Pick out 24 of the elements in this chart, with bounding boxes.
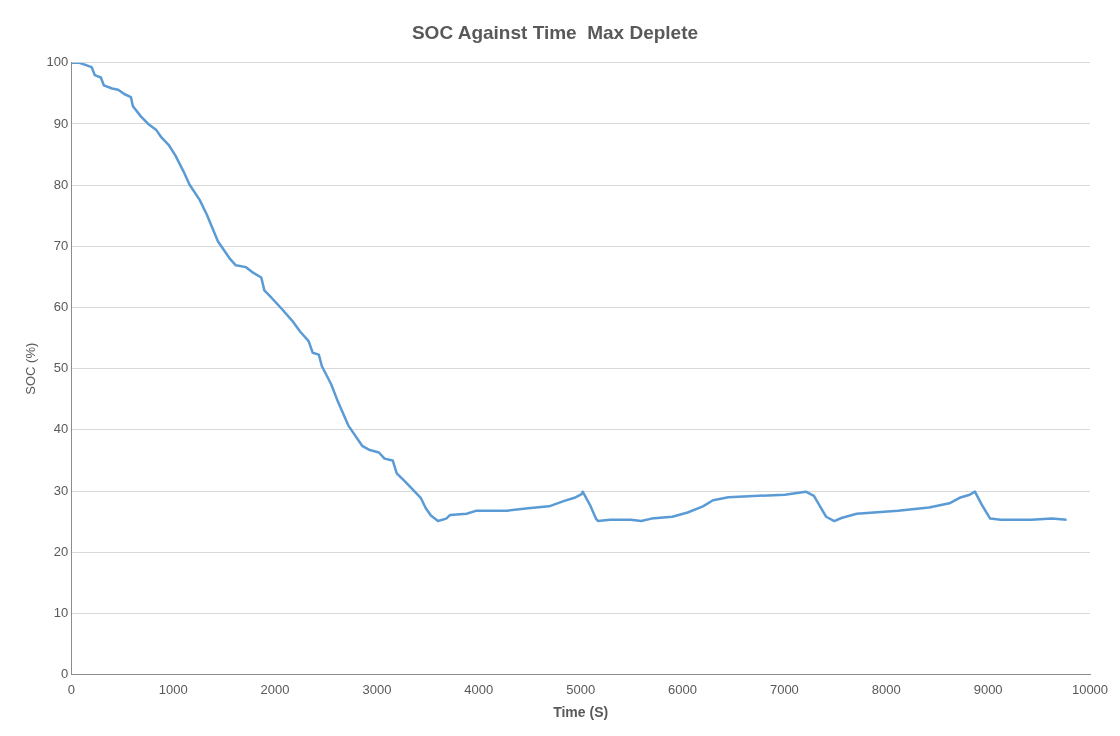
x-tick-label: 4000	[464, 681, 494, 697]
y-tick-label: 80	[53, 176, 69, 192]
x-tick-label: 5000	[566, 681, 596, 697]
y-tick-label: 90	[53, 115, 69, 131]
x-tick-label: 3000	[362, 681, 392, 697]
y-tick-label: 40	[53, 421, 69, 437]
x-tick-label: 8000	[871, 681, 901, 697]
y-tick-label: 10	[53, 605, 69, 620]
y-tick-label: 60	[53, 299, 69, 315]
y-tick-label: 0	[61, 666, 69, 682]
chart-title: SOC Against Time Max Deplete	[411, 21, 699, 43]
x-tick-label: 2000	[260, 681, 290, 697]
x-tick-label: 1000	[158, 681, 188, 697]
y-axis-title: SOC (%)	[23, 342, 39, 395]
x-tick-label: 6000	[668, 681, 697, 697]
y-tick-label: 30	[53, 482, 69, 498]
x-tick-label: 10000	[1071, 681, 1109, 697]
x-tick-label: 9000	[973, 681, 1003, 697]
y-tick-label: 70	[53, 237, 69, 253]
x-tick-label: 7000	[769, 681, 799, 697]
x-axis-title: Time (S)	[553, 704, 609, 721]
y-tick-label: 20	[53, 543, 69, 559]
y-tick-label: 50	[53, 360, 69, 376]
y-tick-label: 100	[46, 54, 69, 70]
